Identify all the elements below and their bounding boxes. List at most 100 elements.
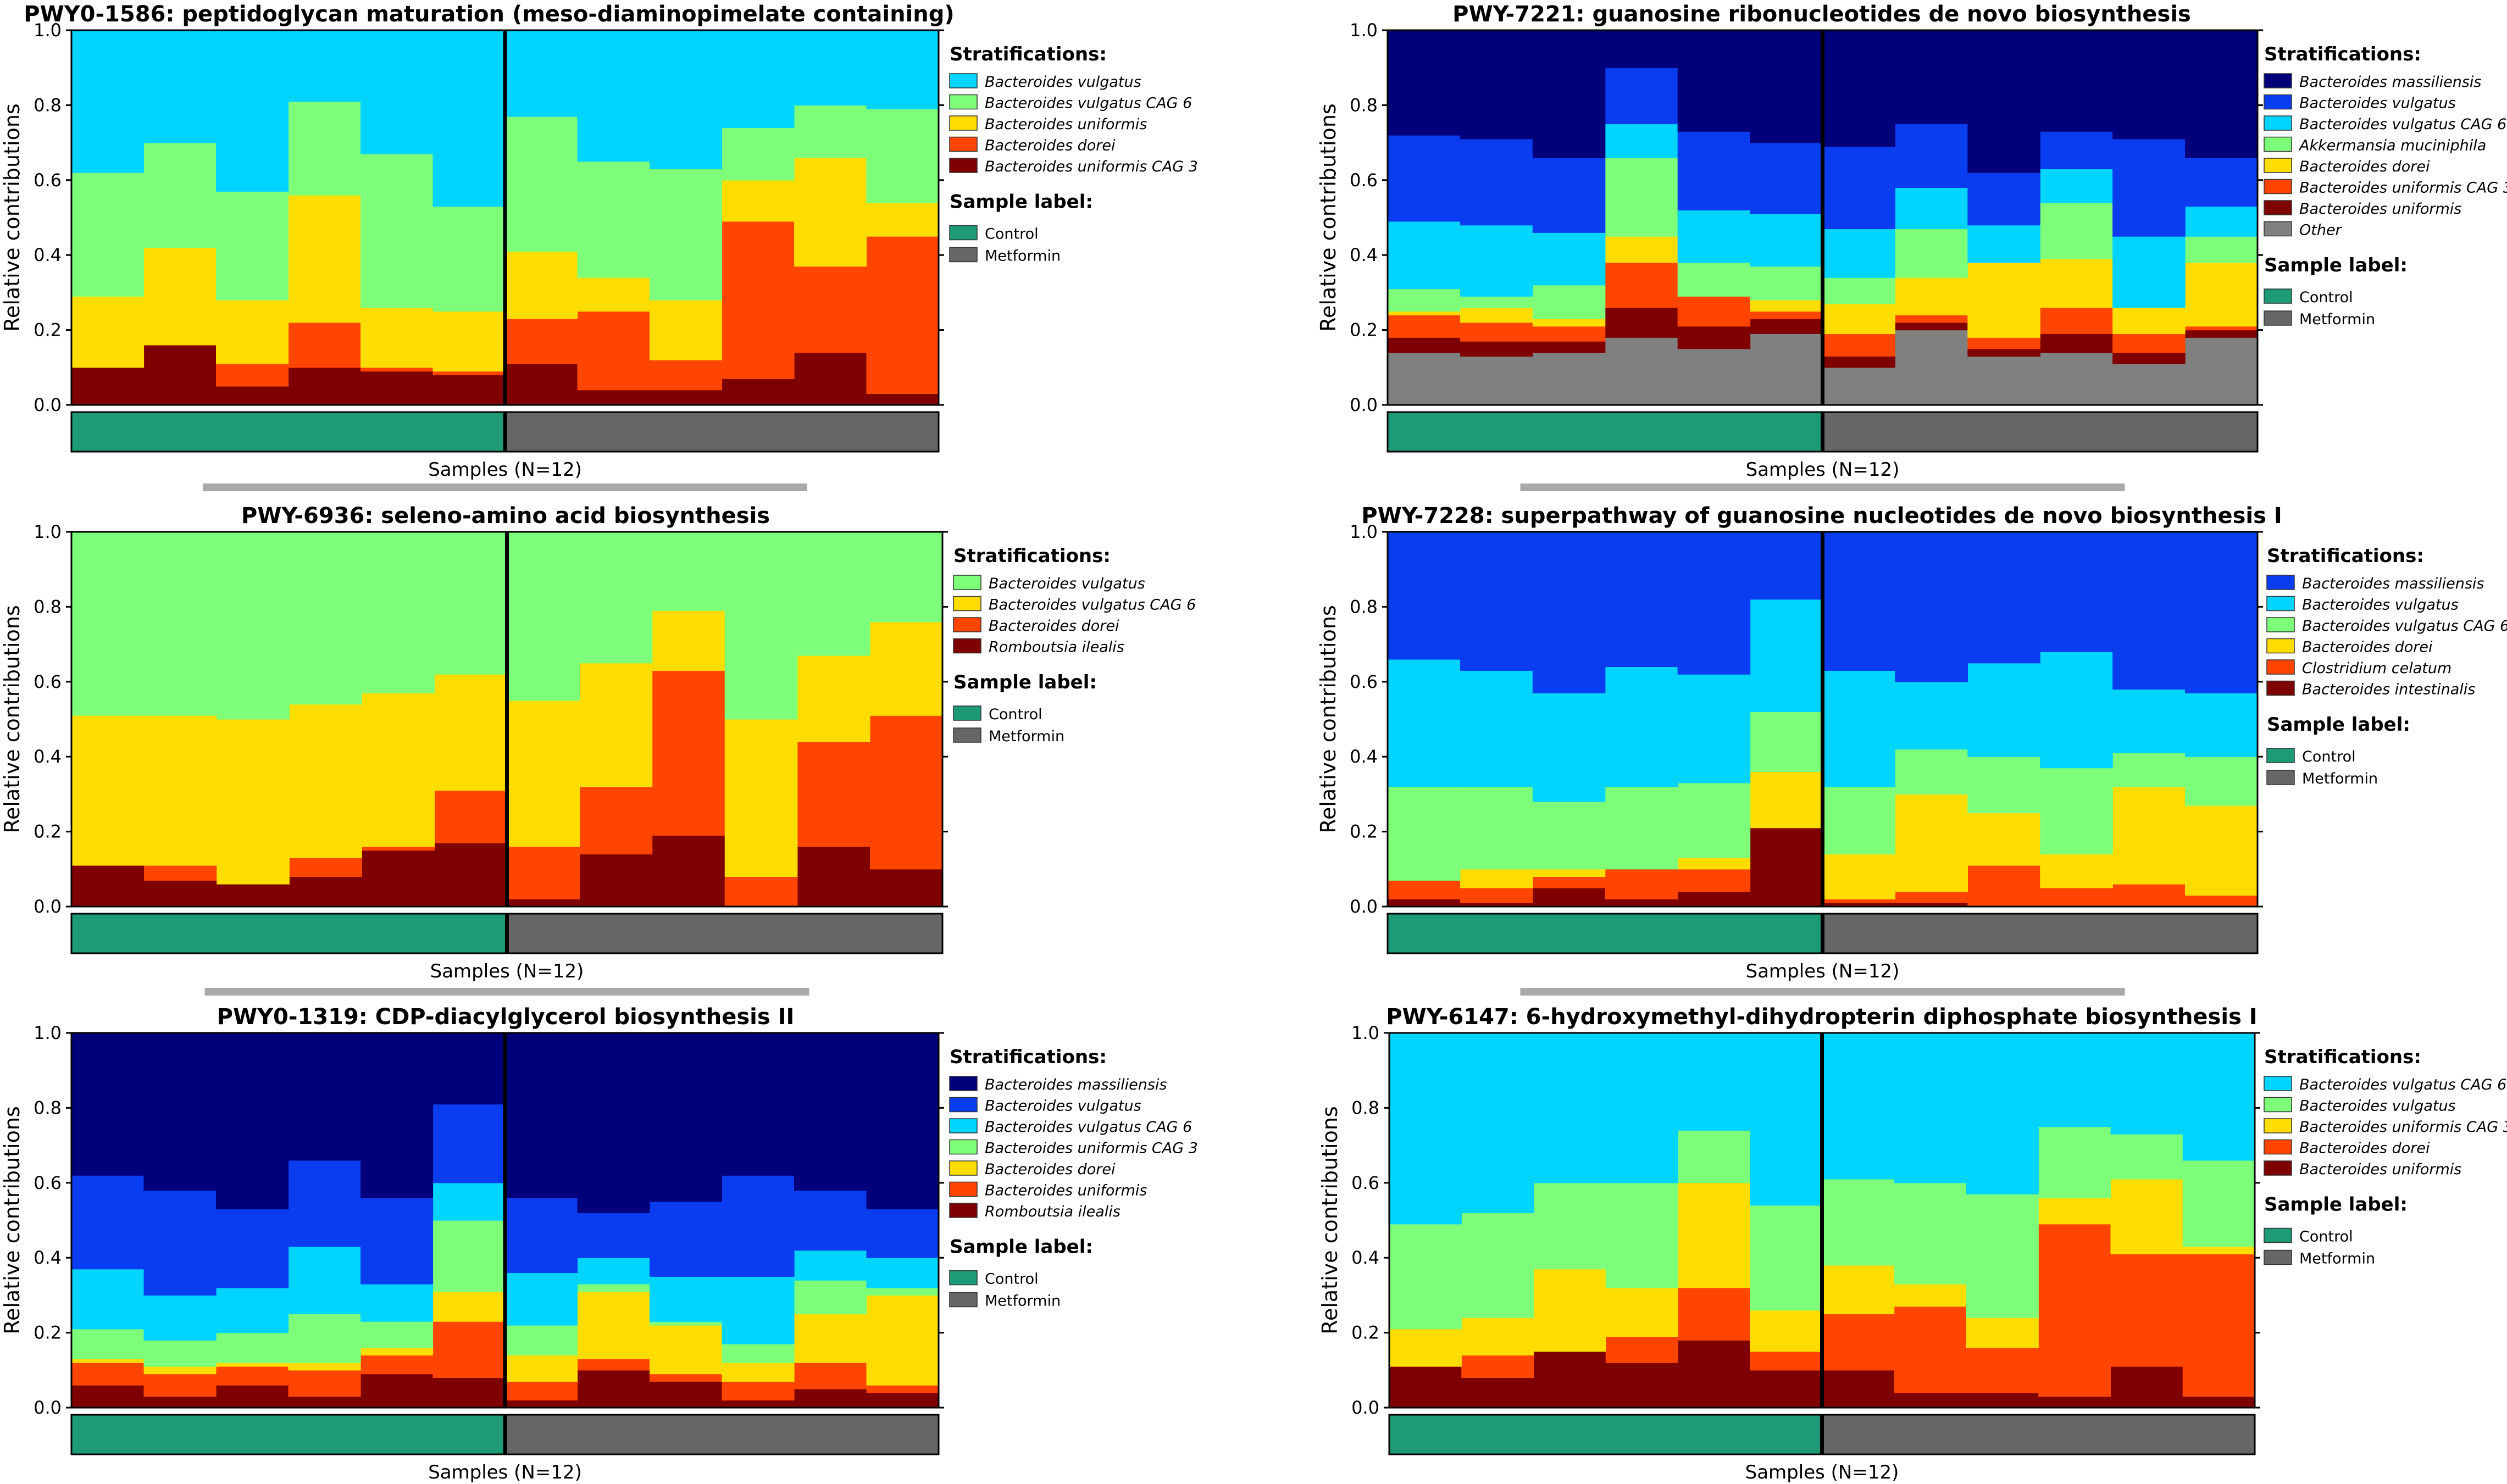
segment	[794, 157, 867, 267]
segment	[1388, 532, 1461, 660]
segment	[866, 109, 939, 203]
segment	[1677, 262, 1751, 297]
segment	[650, 1033, 723, 1202]
segment	[794, 1033, 867, 1191]
segment	[360, 1374, 434, 1408]
segment	[360, 1355, 434, 1375]
legend-item-label: Bacteroides vulgatus CAG 6	[2302, 618, 2507, 635]
segment	[869, 715, 943, 870]
series-4	[71, 1220, 939, 1367]
segment	[71, 30, 145, 173]
legend-swatch	[2266, 748, 2295, 763]
segment	[2185, 805, 2258, 896]
segment	[722, 221, 795, 379]
segment	[1895, 891, 1968, 903]
segment	[2185, 157, 2258, 207]
segment	[2110, 1134, 2183, 1180]
segment	[1895, 903, 1968, 907]
segment	[2040, 169, 2113, 203]
legend-swatch	[953, 705, 981, 721]
y-tick-label: 0.8	[1350, 596, 1378, 617]
series-2	[1388, 307, 2258, 368]
segment	[1460, 670, 1533, 787]
segment	[360, 30, 434, 154]
segment	[143, 1295, 217, 1341]
sample-bar-control	[71, 914, 507, 953]
segment	[1895, 229, 1968, 278]
segment	[1605, 1182, 1678, 1288]
segment	[1388, 315, 1461, 338]
legend-item-label: Control	[2302, 748, 2356, 765]
segment	[1460, 307, 1533, 323]
segment	[1605, 157, 1678, 237]
chart-title: PWY-6936: seleno-amino acid biosynthesis	[241, 503, 770, 529]
segment	[1532, 285, 1606, 319]
y-tick-label: 0.2	[34, 1322, 62, 1343]
segment	[360, 307, 434, 368]
segment	[794, 352, 867, 405]
segment	[1532, 887, 1606, 907]
segment	[1677, 210, 1751, 263]
legend-item-label: Metformin	[985, 1293, 1061, 1310]
segment	[1750, 266, 1823, 301]
segment	[577, 161, 650, 278]
segment	[360, 1283, 434, 1322]
legend-swatch	[949, 136, 978, 152]
y-tick-label: 1.0	[34, 521, 62, 542]
x-axis-label: Samples (N=12)	[428, 459, 582, 481]
segment	[2040, 854, 2113, 888]
segment	[1605, 1336, 1678, 1363]
segment	[1460, 225, 1533, 297]
segment	[1678, 1033, 1750, 1131]
segment	[289, 704, 362, 858]
series-2	[144, 670, 943, 907]
segment	[1533, 1269, 1606, 1352]
legend-item-label: Bacteroides dorei	[989, 618, 1119, 635]
legend-swatch	[2266, 770, 2295, 785]
segment	[360, 1347, 434, 1356]
chart-panel-3: PWY-6936: seleno-amino acid biosynthesis…	[0, 503, 1196, 996]
segment	[722, 1344, 795, 1363]
y-tick-label: 0.8	[1351, 1097, 1379, 1118]
segment	[1750, 599, 1823, 712]
legend-swatch	[2264, 1249, 2292, 1265]
series-4	[71, 101, 939, 312]
segment	[722, 30, 795, 128]
legend-swatch	[949, 94, 978, 110]
legend-item-label: Bacteroides vulgatus CAG 6	[989, 597, 1196, 614]
legend-swatch	[2264, 1097, 2292, 1113]
series-5	[1388, 599, 2258, 802]
chart-title: PWY-7221: guanosine ribonucleotides de n…	[1452, 2, 2191, 27]
segment	[1822, 303, 1896, 335]
legend-swatch	[2264, 1139, 2292, 1155]
segment	[505, 1381, 578, 1400]
y-tick-label: 0.6	[34, 671, 62, 692]
y-tick-label: 1.0	[1351, 1022, 1379, 1043]
sample-bar-metformin	[1822, 914, 2258, 953]
segment	[71, 1363, 145, 1386]
segment	[1822, 670, 1896, 787]
segment	[1967, 30, 2040, 173]
segment	[650, 1276, 723, 1322]
segment	[71, 1175, 145, 1270]
segment	[1605, 1287, 1678, 1337]
legend-swatch	[2264, 1118, 2292, 1133]
legend-item-label: Bacteroides dorei	[985, 1161, 1116, 1178]
legend-item-label: Bacteroides vulgatus	[2299, 1098, 2456, 1115]
segment	[505, 116, 578, 252]
legend-item-label: Bacteroides uniformis	[2299, 201, 2461, 218]
segment	[866, 1392, 939, 1408]
segment	[505, 1325, 578, 1356]
segment	[1678, 1182, 1750, 1288]
legend-swatch	[949, 1097, 978, 1113]
segment	[2112, 753, 2186, 787]
segment	[2040, 259, 2113, 308]
segment	[2040, 307, 2113, 335]
segment	[216, 1209, 289, 1288]
segment	[289, 858, 362, 877]
segment	[1822, 277, 1896, 304]
segment	[650, 1201, 723, 1277]
legend-heading-sample-label: Sample label:	[950, 191, 1093, 213]
segment	[577, 1359, 650, 1371]
segment	[1750, 532, 1823, 600]
